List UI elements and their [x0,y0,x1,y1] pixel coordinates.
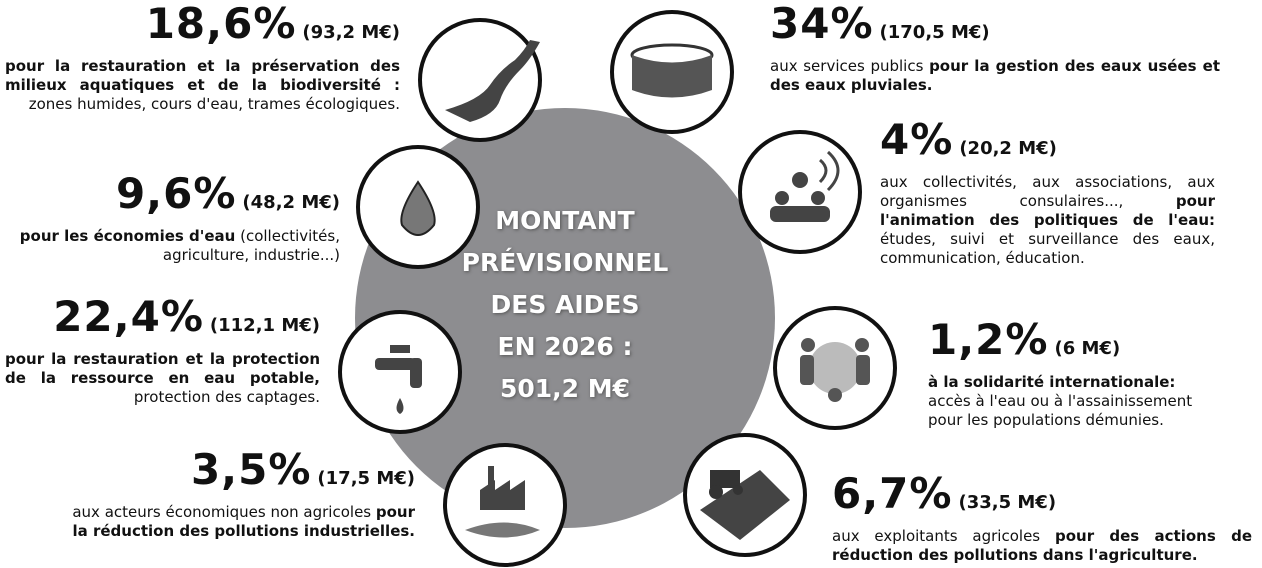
description-segment: accès à l'eau ou à l'assainissement pour… [928,392,1193,429]
center-line: MONTANT [495,206,635,235]
item-heading: 6,7% (33,5 M€) [832,472,1252,525]
description-segment: (collectivités, agriculture, industrie..… [162,227,340,264]
tap-icon [375,345,422,414]
center-line: 501,2 M€ [499,374,631,403]
description-segment: aux acteurs économiques non agricoles [72,503,376,521]
factory-icon [465,466,540,538]
item: 34% (170,5 M€) aux services publics pour l… [770,2,1220,95]
river-icon [445,40,540,122]
item: 22,4% (112,1 M€) pour la restauration et l… [5,295,320,407]
amount: (6 M€) [1054,338,1121,359]
description-segment: pour l'animation des politiques de l'eau… [880,192,1215,229]
amount: (93,2 M€) [302,22,400,43]
description-segment: aux collectivités, aux associations, aux… [880,173,1215,210]
amount: (20,2 M€) [959,138,1057,159]
item-heading: 4% (20,2 M€) [880,118,1215,171]
description-segment: pour la réduction des pollutions industr… [72,503,415,540]
description: aux acteurs économiques non agricoles po… [55,503,415,541]
amount: (170,5 M€) [879,22,990,43]
people-icon [770,150,840,222]
icon-ring [738,130,862,254]
description-segment: protection des captages. [133,388,320,406]
drop-icon [400,180,436,236]
percent: 1,2% [928,315,1049,364]
item-heading: 3,5% (17,5 M€) [55,448,415,501]
description: aux services publics pour la gestion des… [770,57,1220,95]
center-line: PRÉVISIONNEL [461,248,669,277]
amount: (112,1 M€) [209,315,320,336]
amount: (17,5 M€) [317,468,415,489]
item: 9,6% (48,2 M€) pour les économies d'eau (c… [0,172,340,265]
percent: 6,7% [832,469,953,518]
description: aux collectivités, aux associations, aux… [880,173,1215,268]
item-heading: 22,4% (112,1 M€) [5,295,320,348]
description: à la solidarité internationale: accès à … [928,373,1218,430]
percent: 22,4% [53,292,204,341]
icon-ring [418,18,542,142]
description-segment: études, suivi et surveillance des eaux, … [880,230,1215,267]
description-segment: zones humides, cours d'eau, trames écolo… [28,95,400,113]
amount: (48,2 M€) [242,192,340,213]
description: pour la restauration et la protection de… [5,350,320,407]
globe-people-icon [800,338,870,402]
description-segment: aux services publics [770,57,930,75]
percent: 18,6% [145,0,297,48]
item-heading: 18,6% (93,2 M€) [5,2,400,55]
amount: (33,5 M€) [958,492,1057,513]
description-segment: aux exploitants agricoles [832,527,1055,545]
description-segment: pour la restauration et la protection de… [5,350,320,387]
percent: 3,5% [190,445,312,494]
item-heading: 1,2% (6 M€) [928,318,1218,371]
center-line: DES AIDES [490,290,640,319]
description-segment: pour la restauration et la préservation … [5,57,400,94]
item-heading: 9,6% (48,2 M€) [0,172,340,225]
center-label: MONTANT PRÉVISIONNEL DES AIDES EN 2026 : 501… [410,200,720,410]
description: pour la restauration et la préservation … [5,57,400,114]
description-segment: pour les économies d'eau [19,227,236,245]
percent: 34% [770,0,874,48]
item: 4% (20,2 M€) aux collectivités, aux associ… [880,118,1215,268]
item: 1,2% (6 M€) à la solidarité internationale… [928,318,1218,430]
description: pour les économies d'eau (collectivités,… [0,227,340,265]
description-segment: pour la gestion des eaux usées et des ea… [770,57,1220,94]
item-heading: 34% (170,5 M€) [770,2,1220,55]
tank-icon [630,43,714,98]
description: aux exploitants agricoles pour des actio… [832,527,1252,565]
farm-icon [700,470,790,540]
center-line: EN 2026 : [497,332,633,361]
description-segment: à la solidarité internationale: [928,373,1176,391]
percent: 4% [880,115,954,164]
item: 3,5% (17,5 M€) aux acteurs économiques non… [55,448,415,541]
item: 6,7% (33,5 M€) aux exploitants agricoles p… [832,472,1252,565]
icon-ring [338,310,462,434]
description-segment: pour des actions de réduction des pollut… [832,527,1252,564]
percent: 9,6% [115,169,237,218]
item: 18,6% (93,2 M€) pour la restauration et la… [5,2,400,114]
